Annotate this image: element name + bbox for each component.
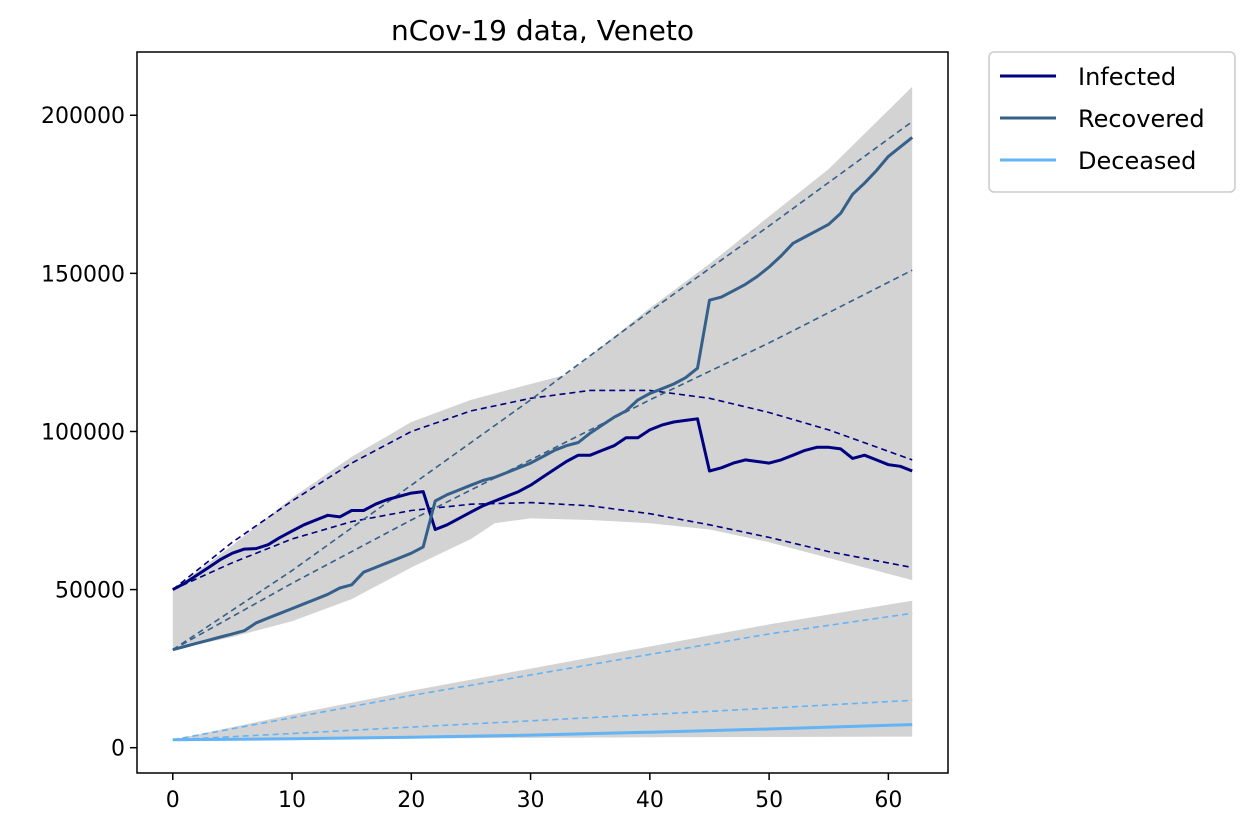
chart-title: nCov-19 data, Veneto — [391, 14, 694, 47]
projection-line-5 — [172, 120, 913, 651]
x-tick-label: 30 — [517, 788, 545, 813]
envelope-bands — [172, 86, 913, 740]
legend-label-deceased: Deceased — [1078, 147, 1196, 175]
x-tick-label: 60 — [874, 788, 902, 813]
x-tick-label: 10 — [278, 788, 306, 813]
series-lines — [172, 120, 914, 742]
y-tick-label: 200000 — [41, 104, 125, 129]
projection-line-3 — [172, 389, 913, 591]
recovered-line — [172, 136, 914, 652]
infected-line — [172, 417, 913, 591]
projection-line-7 — [172, 612, 913, 741]
axis-ticks: 0 10 20 30 40 50 60 0 50000 100000 150000 200000 — [41, 104, 902, 813]
projection-line-4 — [172, 501, 913, 591]
x-tick-label: 20 — [397, 788, 425, 813]
x-tick-label: 40 — [636, 788, 664, 813]
x-tick-label: 0 — [166, 788, 180, 813]
y-tick-label: 100000 — [41, 420, 125, 445]
legend-items: Infected Recovered Deceased — [1000, 63, 1205, 175]
axes-frame — [136, 51, 949, 774]
x-tick-label: 50 — [755, 788, 783, 813]
projection-line-6 — [172, 269, 913, 651]
y-tick-label: 50000 — [55, 579, 125, 604]
legend-label-recovered: Recovered — [1078, 105, 1205, 133]
envelope-band-2 — [172, 600, 913, 740]
legend-box — [988, 51, 1236, 193]
y-tick-label: 0 — [111, 737, 125, 762]
y-tick-label: 150000 — [41, 262, 125, 287]
envelope-band-1 — [172, 86, 913, 650]
legend-label-infected: Infected — [1078, 63, 1176, 91]
deceased-line — [172, 723, 913, 742]
legend: Infected Recovered Deceased — [988, 51, 1236, 193]
